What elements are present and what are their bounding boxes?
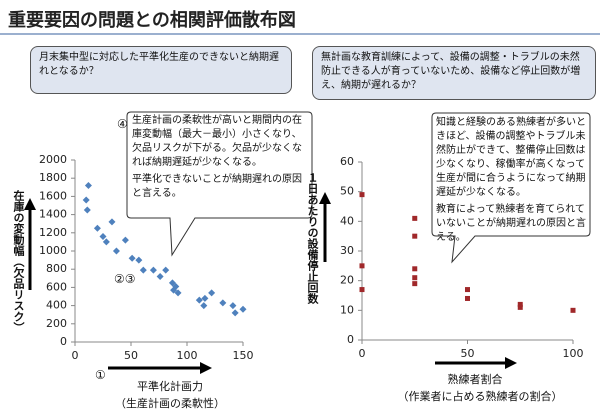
y-arrow-head: [24, 198, 36, 210]
annotation: ①: [95, 368, 106, 382]
point: [102, 238, 110, 246]
point: [162, 266, 170, 274]
x-arrow-head: [200, 362, 212, 374]
point: [84, 181, 92, 189]
callout-text: 教育によって熟練者を育てられていないことが納期遅れの原因と言える。: [436, 204, 586, 243]
callout: 生産計画の柔軟性が高いと期間内の在庫変動幅（最大－最小）小さくなり、欠品リスクが…: [132, 114, 310, 204]
point: [93, 224, 101, 232]
point: [201, 294, 209, 302]
y-tick-label: 1600: [39, 189, 67, 202]
point: [517, 301, 523, 307]
point: [412, 233, 418, 239]
x-tick-label: 100: [563, 347, 584, 360]
point: [149, 266, 157, 274]
callout: 知識と経験のある熟練者が多いときほど、設備の調整やトラブル未然防止ができて、整備…: [436, 116, 588, 248]
point: [112, 247, 120, 255]
callout-bubble: [431, 112, 591, 264]
point: [239, 305, 247, 313]
x-tick-label: 0: [72, 349, 79, 362]
callout-text: 知識と経験のある熟練者が多いときほど、設備の調整やトラブル未然防止ができて、整備…: [436, 117, 586, 198]
y-tick-label: 1400: [39, 208, 67, 221]
point: [570, 307, 576, 313]
point: [128, 254, 136, 262]
point: [135, 256, 143, 264]
x-tick-label: 0: [359, 347, 366, 360]
y-tick-label: 1800: [39, 171, 67, 184]
point: [219, 299, 227, 307]
y-tick-label: 0: [347, 333, 354, 346]
y-tick-label: 40: [340, 214, 354, 227]
point: [200, 302, 208, 310]
x-tick-label: 150: [233, 349, 254, 362]
y-tick-label: 2000: [39, 153, 67, 166]
y-tick-label: 600: [46, 280, 67, 293]
point: [121, 236, 129, 244]
page-title: 重要要因の問題との相関評価散布図: [8, 10, 296, 31]
point: [99, 232, 107, 240]
point: [139, 266, 147, 274]
point: [156, 272, 164, 280]
x-axis-label: 熟練者割合: [447, 373, 503, 386]
point: [465, 287, 470, 293]
point: [412, 275, 418, 281]
annotation: ④: [117, 117, 128, 131]
point: [208, 289, 216, 297]
y-tick-label: 50: [340, 185, 354, 198]
point: [412, 281, 418, 287]
point: [465, 295, 470, 301]
point: [83, 206, 91, 214]
x-axis-sublabel: （作業者に占める熟練者の割合）: [397, 390, 563, 403]
point: [170, 286, 178, 294]
x-arrow-head: [505, 357, 517, 369]
x-tick-label: 50: [124, 349, 138, 362]
x-tick-label: 100: [177, 349, 198, 362]
y-axis-label: １日あたりの設備停止回数: [306, 172, 319, 304]
point: [174, 289, 182, 297]
point: [108, 218, 116, 226]
y-tick-label: 1200: [39, 226, 67, 239]
point: [359, 263, 365, 269]
y-arrow-head: [319, 192, 331, 204]
y-tick-label: 0: [60, 335, 67, 348]
point: [229, 302, 237, 310]
y-tick-label: 60: [340, 155, 354, 168]
point: [359, 192, 365, 198]
question-box: 無計画な教育訓練によって、設備の調整・トラブルの未然防止できる人が育っていないた…: [312, 46, 596, 100]
x-axis-label: 平準化計画力: [137, 380, 203, 393]
x-axis-sublabel: （生産計画の柔軟性）: [115, 397, 225, 410]
callout-bubble: [126, 111, 313, 257]
question-box: 月末集中型に対応した平準化生産のできないと納期遅れとなるか？: [30, 46, 292, 94]
y-tick-label: 10: [340, 303, 354, 316]
y-tick-label: 200: [46, 317, 67, 330]
point: [359, 287, 365, 293]
y-tick-label: 20: [340, 274, 354, 287]
annotation: ②③: [114, 272, 136, 286]
point: [195, 296, 203, 304]
y-tick-label: 1000: [39, 244, 67, 257]
point: [412, 266, 418, 272]
x-tick-label: 50: [461, 347, 475, 360]
point: [231, 309, 239, 317]
y-tick-label: 800: [46, 262, 67, 275]
point: [412, 215, 418, 221]
callout-text: 平準化できないことが納期遅れの原因と言える。: [132, 174, 302, 199]
y-tick-label: 30: [340, 244, 354, 257]
point: [82, 196, 90, 204]
callout-text: 生産計画の柔軟性が高いと期間内の在庫変動幅（最大－最小）小さくなり、欠品リスクが…: [132, 115, 302, 168]
y-tick-label: 400: [46, 299, 67, 312]
y-axis-label: 在庫の変動幅（欠品リスク）: [12, 190, 25, 333]
point: [517, 304, 523, 310]
